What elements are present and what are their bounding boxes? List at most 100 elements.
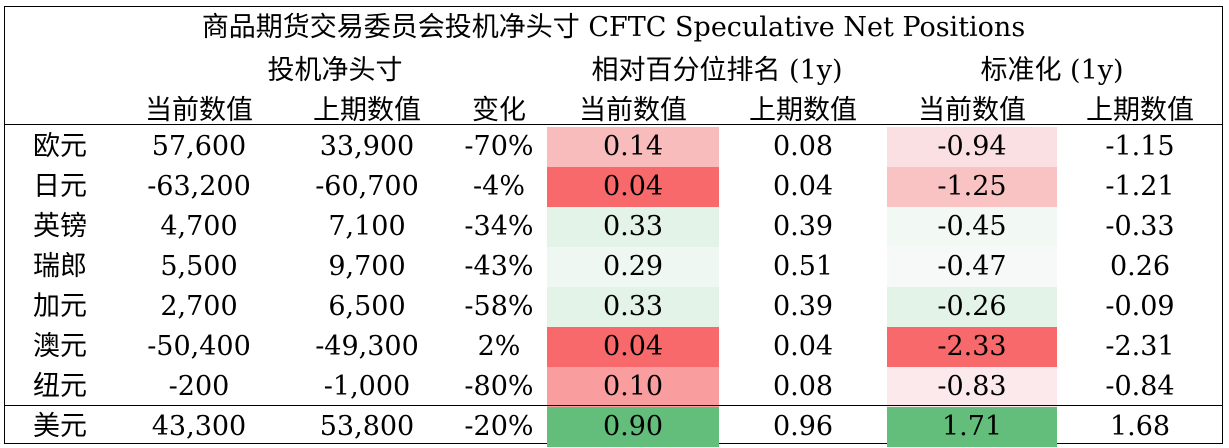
net-change-cell: -80% (464, 371, 534, 402)
std-previous-cell: -0.33 (1105, 211, 1175, 242)
net-current-cell: 2,700 (160, 291, 238, 322)
rank-current-heat-fill (547, 207, 719, 247)
std-previous-cell: 0.26 (1109, 251, 1171, 282)
rank-current-heat-fill (547, 247, 719, 287)
rank-previous-cell: 0.08 (772, 131, 834, 162)
rank-current-cell: 0.90 (602, 411, 664, 442)
rank-current-heat-fill (547, 287, 719, 327)
currency-name-cell: 纽元 (33, 371, 87, 402)
net-previous-cell: 9,700 (328, 251, 406, 282)
cftc-table: 商品期货交易委员会投机净头寸 CFTC Speculative Net Posi… (4, 6, 1223, 447)
std-current-heat-fill (887, 407, 1057, 447)
rank-previous-cell: 0.08 (772, 371, 834, 402)
std-current-heat-fill (887, 367, 1057, 407)
std-current-cell: -1.25 (937, 171, 1007, 202)
std-current-heat-fill (887, 287, 1057, 327)
std-current-cell: -0.94 (937, 131, 1007, 162)
std-previous-cell: -0.09 (1105, 291, 1175, 322)
table-row: 瑞郎 5,500 9,700 -43% 0.29 0.51 -0.47 0.26 (5, 247, 1222, 287)
header-divider (5, 124, 1222, 125)
col-header-std-previous: 上期数值 (1086, 95, 1194, 126)
std-previous-cell: -2.31 (1105, 331, 1175, 362)
net-change-cell: -34% (464, 211, 534, 242)
net-previous-cell: 6,500 (328, 291, 406, 322)
col-header-rank-previous: 上期数值 (749, 95, 857, 126)
rank-current-heat-fill (547, 367, 719, 407)
net-change-cell: -4% (473, 171, 525, 202)
currency-name-cell: 美元 (33, 411, 87, 442)
net-current-cell: 4,700 (160, 211, 238, 242)
net-previous-cell: 53,800 (319, 411, 415, 442)
net-current-cell: 43,300 (151, 411, 247, 442)
col-header-net-previous: 上期数值 (313, 95, 421, 126)
currency-name-cell: 澳元 (33, 331, 87, 362)
net-change-cell: 2% (477, 331, 521, 362)
table-row: 纽元 -200 -1,000 -80% 0.10 0.08 -0.83 -0.84 (5, 367, 1222, 407)
rank-current-cell: 0.33 (602, 291, 664, 322)
net-change-cell: -20% (464, 411, 534, 442)
col-header-rank-current: 当前数值 (579, 95, 687, 126)
usd-row-divider (5, 405, 1222, 406)
rank-current-cell: 0.04 (602, 331, 664, 362)
net-previous-cell: -49,300 (315, 331, 419, 362)
col-header-std-current: 当前数值 (918, 95, 1026, 126)
net-change-cell: -43% (464, 251, 534, 282)
std-current-cell: 1.71 (941, 411, 1003, 442)
table-row: 澳元 -50,400 -49,300 2% 0.04 0.04 -2.33 -2.31 (5, 327, 1222, 367)
net-current-cell: 5,500 (160, 251, 238, 282)
group-header-net-positions: 投机净头寸 (267, 55, 403, 86)
rank-current-cell: 0.14 (602, 131, 664, 162)
std-current-cell: -0.47 (937, 251, 1007, 282)
rank-previous-cell: 0.96 (772, 411, 834, 442)
std-current-cell: -0.45 (937, 211, 1007, 242)
rank-current-cell: 0.10 (602, 371, 664, 402)
col-header-net-change: 变化 (472, 95, 526, 126)
std-current-heat-fill (887, 207, 1057, 247)
net-current-cell: -200 (168, 371, 230, 402)
rank-previous-cell: 0.39 (772, 291, 834, 322)
std-current-heat-fill (887, 327, 1057, 367)
rank-current-heat-fill (547, 407, 719, 447)
net-previous-cell: 33,900 (319, 131, 415, 162)
std-current-cell: -2.33 (937, 331, 1007, 362)
std-current-cell: -0.26 (937, 291, 1007, 322)
net-previous-cell: -60,700 (315, 171, 419, 202)
std-current-heat-fill (887, 247, 1057, 287)
table-row: 英镑 4,700 7,100 -34% 0.33 0.39 -0.45 -0.33 (5, 207, 1222, 247)
currency-name-cell: 加元 (33, 291, 87, 322)
rank-previous-cell: 0.04 (772, 171, 834, 202)
rank-previous-cell: 0.04 (772, 331, 834, 362)
rank-previous-cell: 0.51 (772, 251, 834, 282)
currency-name-cell: 瑞郎 (33, 251, 87, 282)
rank-current-heat-fill (547, 167, 719, 207)
net-current-cell: -50,400 (147, 331, 251, 362)
std-previous-cell: -1.21 (1105, 171, 1175, 202)
currency-name-cell: 英镑 (33, 211, 87, 242)
table-row: 日元 -63,200 -60,700 -4% 0.04 0.04 -1.25 -1.21 (5, 167, 1222, 207)
rank-current-cell: 0.33 (602, 211, 664, 242)
rank-current-heat-fill (547, 127, 719, 167)
col-header-net-current: 当前数值 (145, 95, 253, 126)
rank-current-heat-fill (547, 327, 719, 367)
std-current-cell: -0.83 (937, 371, 1007, 402)
rank-previous-cell: 0.39 (772, 211, 834, 242)
table-row: 美元 43,300 53,800 -20% 0.90 0.96 1.71 1.68 (5, 407, 1222, 447)
table-row: 加元 2,700 6,500 -58% 0.33 0.39 -0.26 -0.09 (5, 287, 1222, 327)
net-previous-cell: -1,000 (323, 371, 411, 402)
net-change-cell: -58% (464, 291, 534, 322)
table-title: 商品期货交易委员会投机净头寸 CFTC Speculative Net Posi… (201, 12, 1026, 43)
net-previous-cell: 7,100 (328, 211, 406, 242)
net-change-cell: -70% (464, 131, 534, 162)
currency-name-cell: 日元 (33, 171, 87, 202)
std-previous-cell: -0.84 (1105, 371, 1175, 402)
net-current-cell: 57,600 (151, 131, 247, 162)
net-current-cell: -63,200 (147, 171, 251, 202)
std-current-heat-fill (887, 167, 1057, 207)
table-row: 欧元 57,600 33,900 -70% 0.14 0.08 -0.94 -1.15 (5, 127, 1222, 167)
group-header-standardized: 标准化 (1y) (980, 55, 1124, 86)
group-header-percentile-rank: 相对百分位排名 (1y) (591, 55, 843, 86)
rank-current-cell: 0.04 (602, 171, 664, 202)
currency-name-cell: 欧元 (33, 131, 87, 162)
std-previous-cell: 1.68 (1109, 411, 1171, 442)
std-previous-cell: -1.15 (1105, 131, 1175, 162)
